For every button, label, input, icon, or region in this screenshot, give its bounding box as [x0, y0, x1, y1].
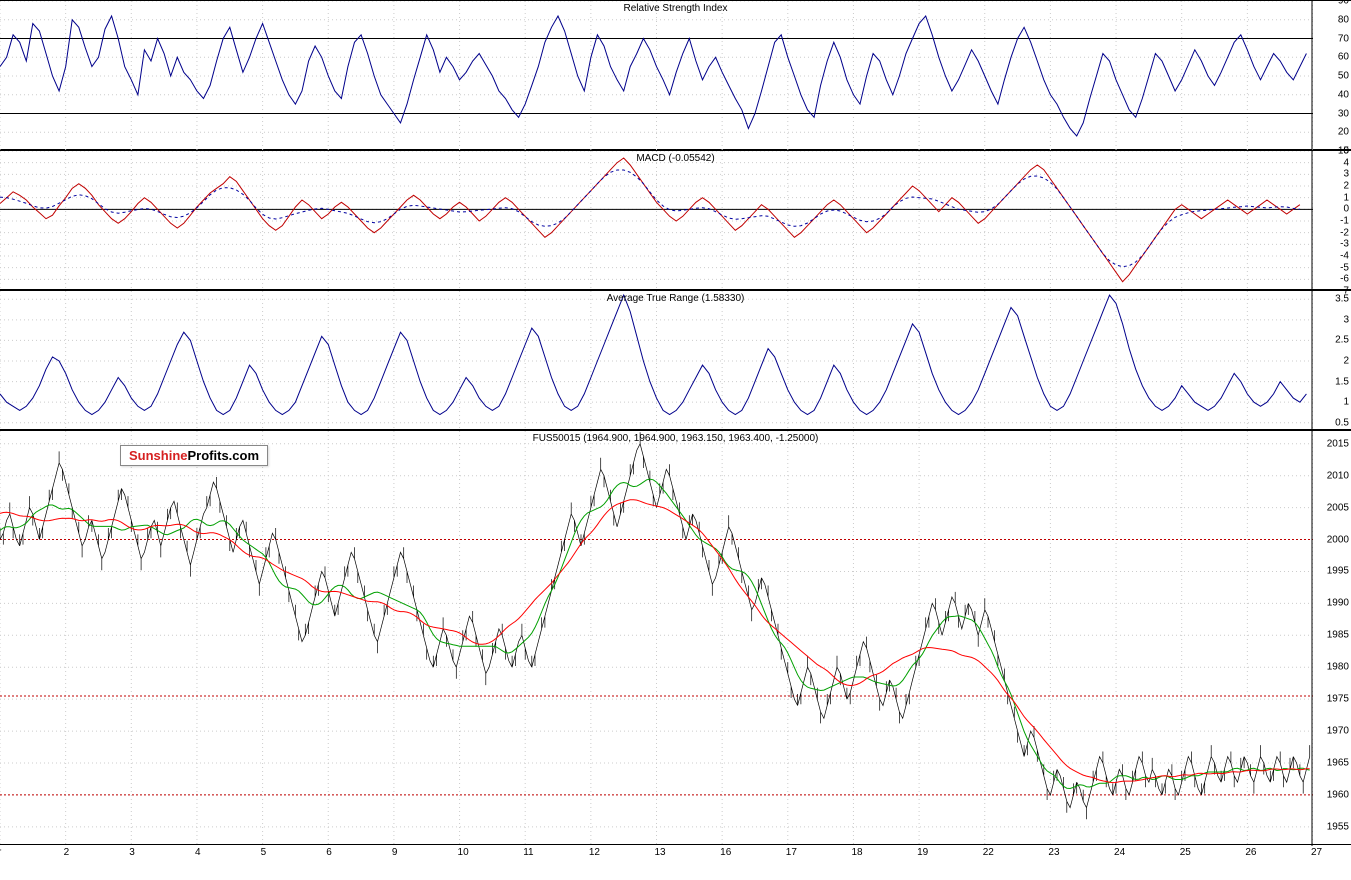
- macd-yaxis: -7-6-5-4-3-2-1012345: [1315, 151, 1349, 289]
- atr-panel: Average True Range (1.58330) 0.511.522.5…: [0, 290, 1351, 430]
- price-title: FUS50015 (1964.900, 1964.900, 1963.150, …: [533, 433, 819, 444]
- macd-title: MACD (-0.05542): [636, 153, 714, 164]
- watermark-part1: Sunshine: [129, 448, 188, 463]
- rsi-yaxis: 102030405060708090: [1315, 1, 1349, 149]
- rsi-panel: Relative Strength Index 1020304050607080…: [0, 0, 1351, 150]
- price-yaxis: 1955196019651970197519801985199019952000…: [1315, 431, 1349, 844]
- atr-title: Average True Range (1.58330): [607, 293, 745, 304]
- chart-stack: Relative Strength Index 1020304050607080…: [0, 0, 1351, 880]
- watermark: SunshineProfits.com: [120, 445, 268, 466]
- price-panel: FUS50015 (1964.900, 1964.900, 1963.150, …: [0, 430, 1351, 845]
- rsi-title: Relative Strength Index: [624, 3, 728, 14]
- watermark-part2: Profits.com: [188, 448, 260, 463]
- x-axis: r2345691011121316171819222324252627: [0, 845, 1351, 863]
- atr-yaxis: 0.511.522.533.5: [1315, 291, 1349, 429]
- macd-panel: MACD (-0.05542) -7-6-5-4-3-2-1012345: [0, 150, 1351, 290]
